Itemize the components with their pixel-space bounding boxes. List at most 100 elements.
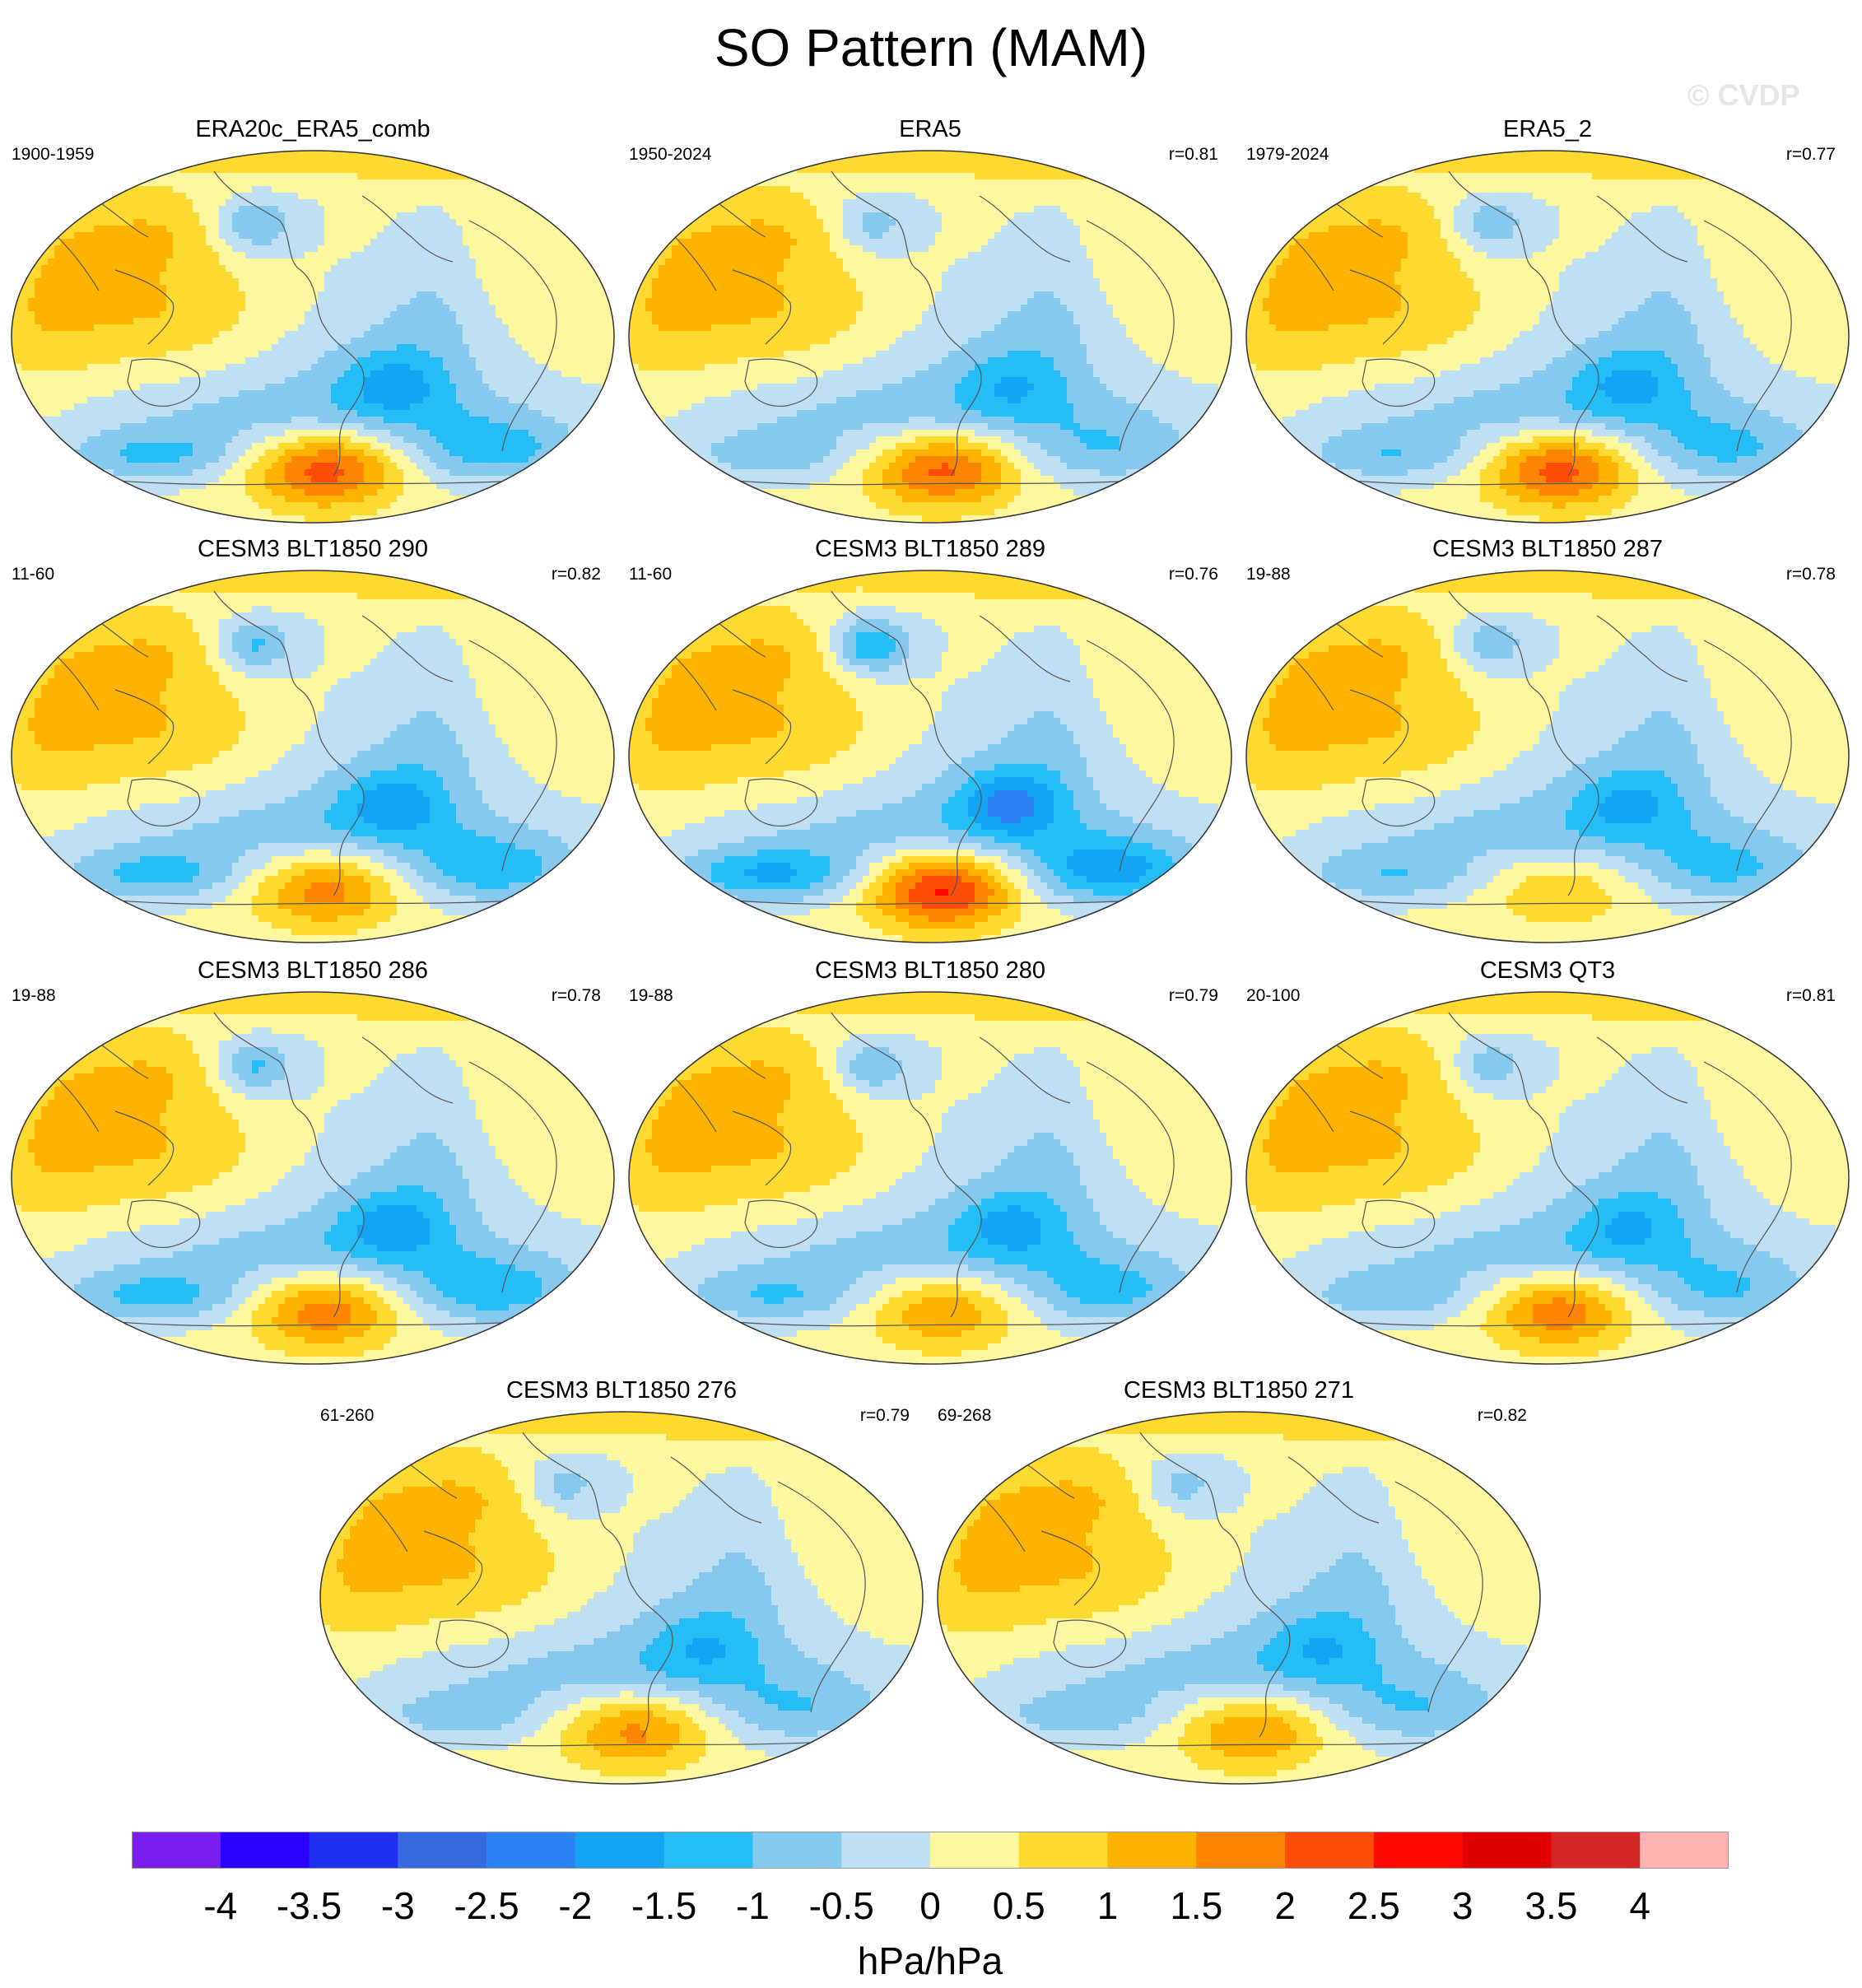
panel-years: 61-260: [320, 1406, 374, 1426]
map-outline: [11, 570, 615, 943]
panel-years: 20-100: [1246, 986, 1300, 1006]
panel-pattern-correlation: r=0.76: [1169, 565, 1218, 584]
map-plot: [11, 570, 615, 943]
map-outline: [11, 991, 615, 1365]
panel-years: 11-60: [629, 565, 672, 584]
sea-level-pressure-field: [12, 992, 614, 1364]
panel-years: 19-88: [629, 986, 673, 1006]
map-panel: CESM3 BLT1850 289 11-60 r=0.76: [626, 535, 1235, 947]
map-panel: CESM3 QT3 20-100 r=0.81: [1243, 957, 1852, 1368]
map-plot: [937, 1411, 1541, 1785]
colorbar-swatch: [220, 1832, 310, 1868]
colorbar-swatch: [841, 1832, 931, 1868]
panel-title: CESM3 BLT1850 276: [317, 1376, 926, 1404]
map-plot: [1245, 570, 1850, 943]
colorbar-tick-label: 2.5: [1348, 1884, 1400, 1927]
colorbar-tick-label: -3: [381, 1884, 415, 1927]
map-plot: [1245, 991, 1850, 1365]
panel-title: CESM3 BLT1850 271: [934, 1376, 1543, 1404]
map-plot: [628, 150, 1232, 524]
colorbar-swatch: [1018, 1832, 1109, 1868]
panel-title: CESM3 BLT1850 287: [1243, 535, 1852, 563]
colorbar-tick-label: -0.5: [809, 1884, 874, 1927]
panel-pattern-correlation: r=0.78: [1786, 565, 1836, 584]
colorbar-swatch: [1373, 1832, 1464, 1868]
sea-level-pressure-field: [629, 570, 1231, 943]
sea-level-pressure-field: [629, 992, 1231, 1364]
map-panel: CESM3 BLT1850 287 19-88 r=0.78: [1243, 535, 1852, 947]
colorbar-tick-label: -3.5: [277, 1884, 342, 1927]
sea-level-pressure-field: [12, 570, 614, 943]
panel-pattern-correlation: r=0.81: [1786, 986, 1836, 1006]
map-panel: ERA5_2 1979-2024 r=0.77: [1243, 115, 1852, 527]
colorbar-swatch: [930, 1832, 1020, 1868]
map-plot: [1245, 150, 1850, 524]
map-outline: [1245, 150, 1850, 524]
map-panel: CESM3 BLT1850 290 11-60 r=0.82: [8, 535, 617, 947]
page-title: SO Pattern (MAM): [0, 15, 1862, 81]
map-panel: CESM3 BLT1850 276 61-260 r=0.79: [317, 1376, 926, 1788]
colorbar-swatch: [1285, 1832, 1375, 1868]
panel-pattern-correlation: r=0.82: [1478, 1406, 1527, 1426]
sea-level-pressure-field: [629, 151, 1231, 523]
panel-pattern-correlation: r=0.82: [552, 565, 601, 584]
panel-title: CESM3 BLT1850 280: [626, 957, 1235, 985]
map-outline: [628, 991, 1232, 1365]
sea-level-pressure-field: [1246, 151, 1849, 523]
colorbar-tick-label: 1: [1097, 1884, 1119, 1927]
colorbar-tick-label: 4: [1629, 1884, 1650, 1927]
colorbar-tick-label: -1: [736, 1884, 770, 1927]
panel-title: ERA20c_ERA5_comb: [8, 115, 617, 143]
panel-title: CESM3 QT3: [1243, 957, 1852, 985]
colorbar-swatch: [398, 1832, 487, 1868]
panel-years: 1950-2024: [629, 145, 711, 165]
panel-title: CESM3 BLT1850 290: [8, 535, 617, 563]
sea-level-pressure-field: [938, 1412, 1540, 1784]
colorbar-swatch: [1462, 1832, 1552, 1868]
panel-years: 19-88: [1246, 565, 1291, 584]
panel-title: CESM3 BLT1850 289: [626, 535, 1235, 563]
panel-years: 11-60: [12, 565, 54, 584]
panel-title: CESM3 BLT1850 286: [8, 957, 617, 985]
map-outline: [628, 570, 1232, 943]
map-panel: ERA20c_ERA5_comb 1900-1959: [8, 115, 617, 527]
map-panel: CESM3 BLT1850 286 19-88 r=0.78: [8, 957, 617, 1368]
sea-level-pressure-field: [1246, 570, 1849, 943]
panel-pattern-correlation: r=0.81: [1169, 145, 1218, 165]
map-outline: [1245, 570, 1850, 943]
map-outline: [319, 1411, 924, 1785]
colorbar-swatch: [575, 1832, 665, 1868]
colorbar-tick-label: 0: [919, 1884, 941, 1927]
colorbar-swatch: [1640, 1832, 1729, 1868]
map-plot: [628, 991, 1232, 1365]
panel-years: 1900-1959: [12, 145, 94, 165]
colorbar-swatch: [132, 1832, 221, 1868]
panel-pattern-correlation: r=0.77: [1786, 145, 1836, 165]
sea-level-pressure-field: [1246, 992, 1849, 1364]
map-outline: [628, 150, 1232, 524]
panel-pattern-correlation: r=0.79: [860, 1406, 910, 1426]
map-plot: [628, 570, 1232, 943]
sea-level-pressure-field: [12, 151, 614, 523]
panel-years: 1979-2024: [1246, 145, 1329, 165]
panel-title: ERA5_2: [1243, 115, 1852, 143]
map-panel: ERA5 1950-2024 r=0.81: [626, 115, 1235, 527]
colorbar-tick-label: -2: [558, 1884, 592, 1927]
map-outline: [11, 150, 615, 524]
colorbar-swatch: [486, 1832, 576, 1868]
map-outline: [937, 1411, 1541, 1785]
map-panel: CESM3 BLT1850 271 69-268 r=0.82: [934, 1376, 1543, 1788]
colorbar-swatch: [309, 1832, 398, 1868]
map-panel: CESM3 BLT1850 280 19-88 r=0.79: [626, 957, 1235, 1368]
colorbar-units-label: hPa/hPa: [132, 1939, 1729, 1983]
cvdp-watermark: © CVDP: [1687, 78, 1800, 113]
colorbar-graphic: -4 -3.5 -3 -2.5 -2 -1.5 -1 -0.5 0 0.5 1 1.5 2 2.5 3 3.5…: [132, 1832, 1729, 1927]
panel-title: ERA5: [626, 115, 1235, 143]
map-plot: [11, 991, 615, 1365]
colorbar-tick-label: -1.5: [631, 1884, 696, 1927]
colorbar-tick-label: 0.5: [993, 1884, 1045, 1927]
map-plot: [319, 1411, 924, 1785]
colorbar-tick-label: 3.5: [1525, 1884, 1577, 1927]
colorbar-swatch: [663, 1832, 753, 1868]
colorbar-tick-label: 1.5: [1170, 1884, 1222, 1927]
